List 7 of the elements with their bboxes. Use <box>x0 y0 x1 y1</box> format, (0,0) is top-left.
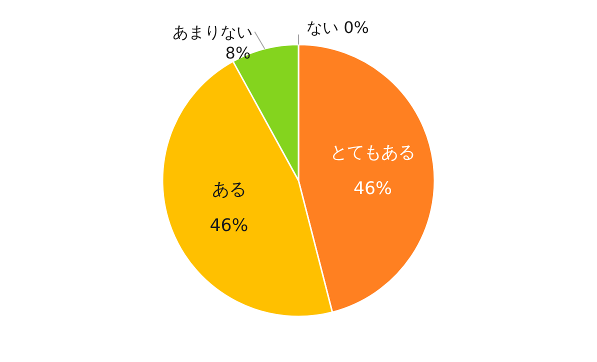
slice-label: とてもある <box>330 143 416 164</box>
data-label: 8% <box>225 43 251 62</box>
data-label: 46% <box>210 216 248 236</box>
category-label: ない 0% <box>306 18 369 37</box>
slice-label: あまりない <box>172 22 253 42</box>
slice-label: ある <box>212 180 246 200</box>
data-label: 46% <box>353 179 392 200</box>
